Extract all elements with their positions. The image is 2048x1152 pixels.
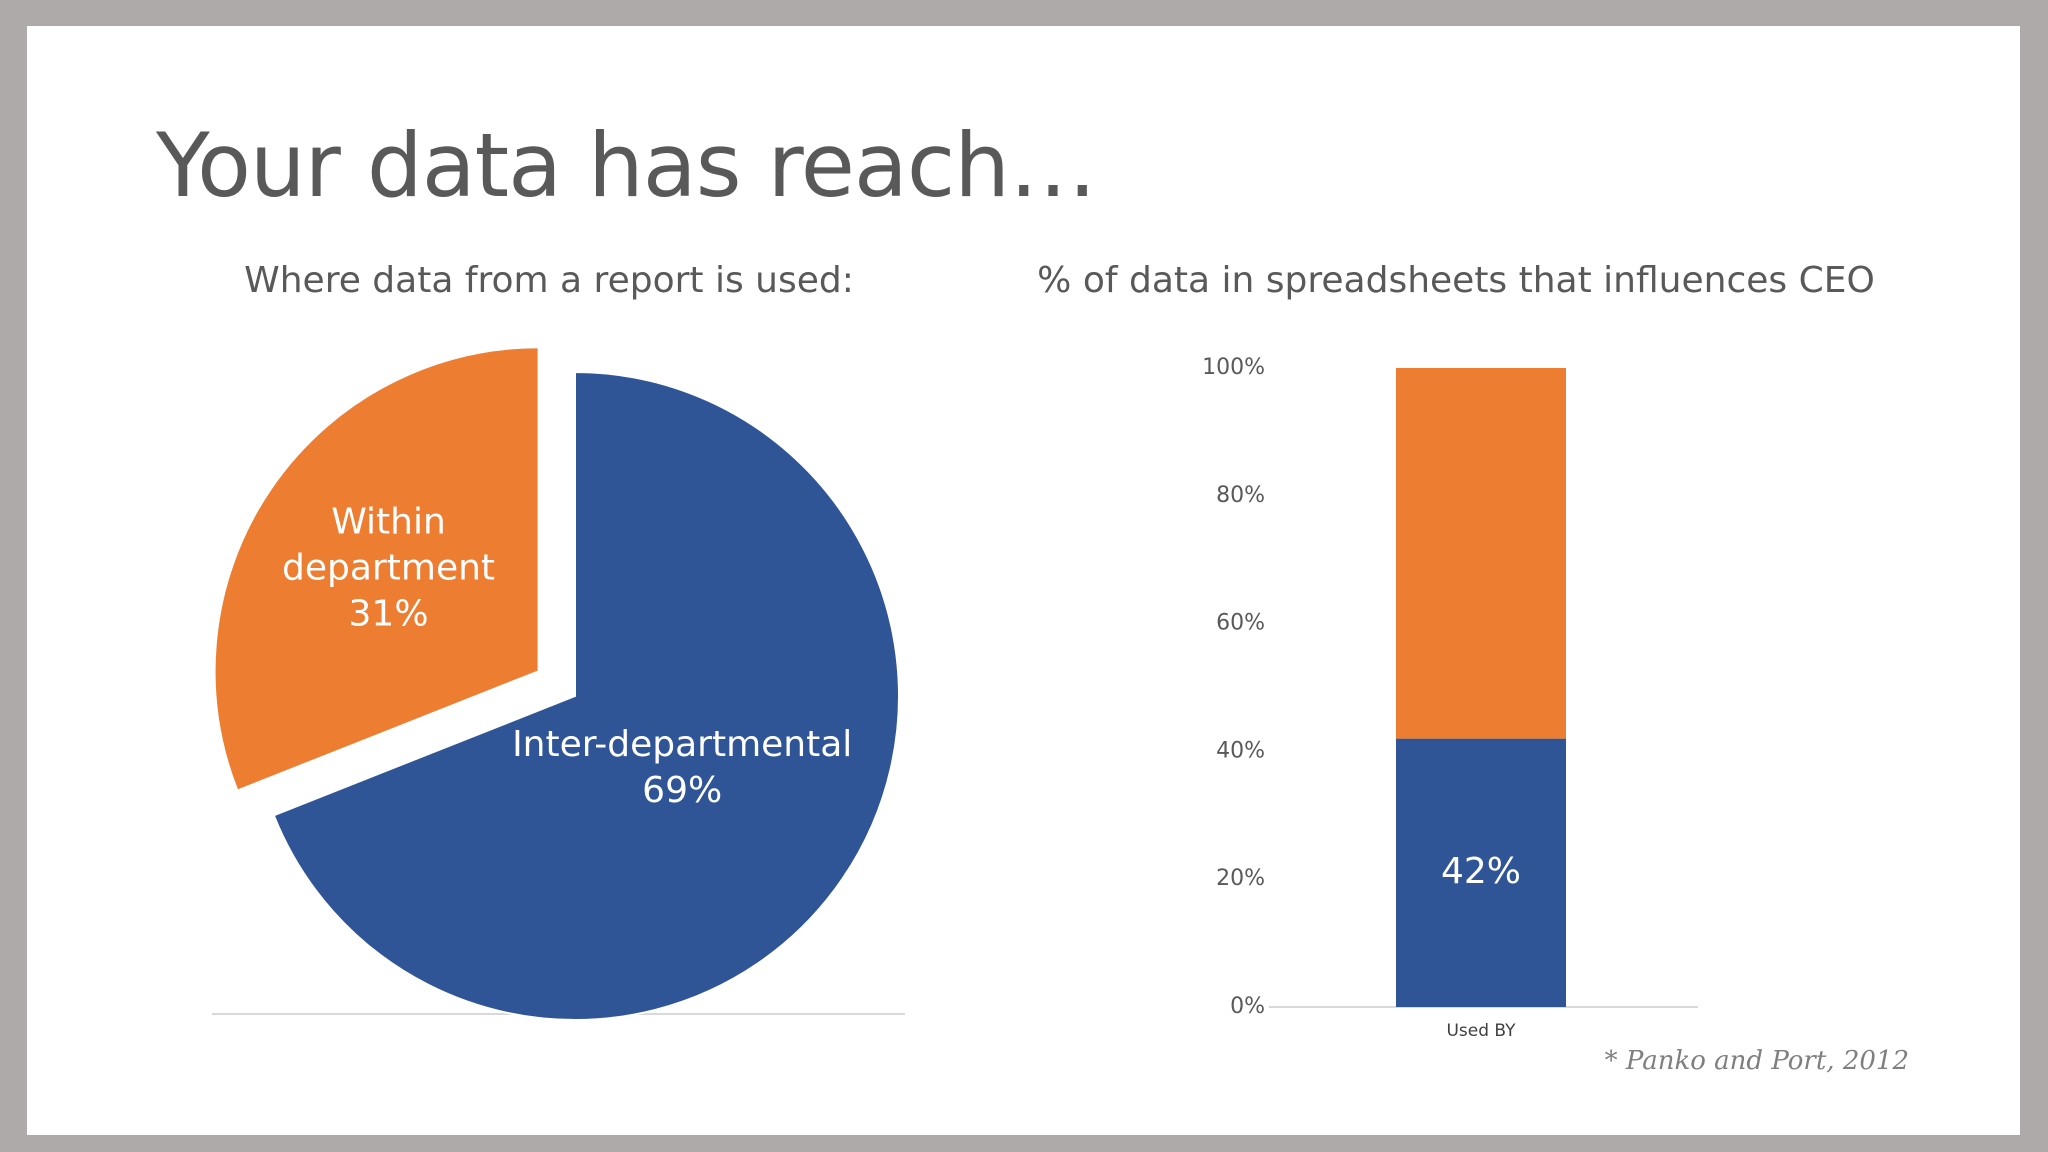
slide: Your data has reach… Where data from a r… xyxy=(27,26,2020,1135)
y-tick-label: 0% xyxy=(1230,994,1265,1019)
y-tick-label: 100% xyxy=(1202,355,1265,380)
pie-label-within-department: Within department 31% xyxy=(282,501,495,634)
citation: * Panko and Port, 2012 xyxy=(1604,1046,1909,1076)
bar-chart-title: % of data in spreadsheets that influence… xyxy=(1037,260,1875,301)
pie-chart: Inter-departmental 69% Within department 31% xyxy=(212,346,905,1021)
bar-segment-1 xyxy=(1396,738,1566,1007)
y-tick-label: 80% xyxy=(1216,483,1265,508)
pie-slice-within-department xyxy=(213,346,540,792)
stacked-bar-chart: 0% 20% 40% 60% 80% 100% 42% Used BY xyxy=(1202,355,1698,1041)
bar-segment-2 xyxy=(1396,368,1566,739)
pie-chart-title: Where data from a report is used: xyxy=(244,260,854,301)
y-tick-label: 20% xyxy=(1216,866,1265,891)
y-tick-label: 60% xyxy=(1216,611,1265,636)
pie-slice-inter-departmental xyxy=(272,370,900,1021)
y-tick-label: 40% xyxy=(1216,738,1265,763)
bar-data-label: 42% xyxy=(1441,851,1521,892)
pie-label-inter-departmental: Inter-departmental 69% xyxy=(512,724,852,811)
slide-title: Your data has reach… xyxy=(156,114,1097,217)
x-category-label: Used BY xyxy=(1446,1021,1516,1041)
